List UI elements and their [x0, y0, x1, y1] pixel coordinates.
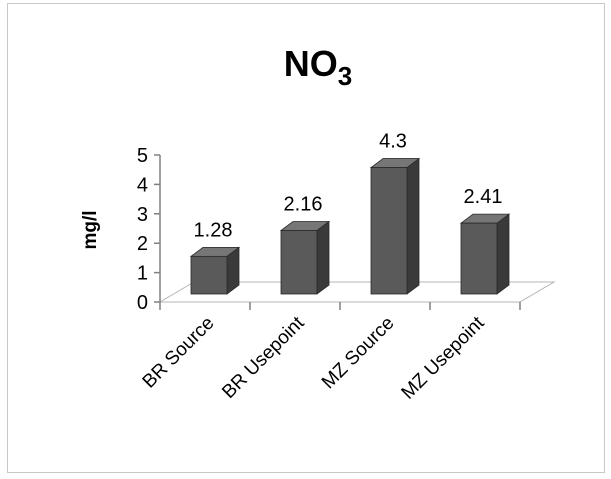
data-label: 2.16 [284, 193, 323, 215]
x-category-label: BR Source [139, 313, 219, 393]
data-label: 4.3 [379, 131, 407, 153]
x-category-label: MZ Usepoint [398, 312, 490, 404]
bar-side [496, 213, 510, 295]
y-tick-label: 1 [137, 263, 148, 285]
y-tick-label: 4 [137, 174, 148, 196]
chart-floor [158, 281, 556, 303]
y-tick-label: 5 [137, 145, 148, 167]
plot-area: 0 1 2 3 4 5 1.28 BR Source 2.16 BR Usepoint 4.3 MZ … [137, 131, 556, 404]
chart-title: NO3 [284, 43, 352, 91]
x-category-label: MZ Source [318, 313, 399, 394]
y-axis-label: mg/l [80, 210, 101, 249]
chart-title-subscript: 3 [338, 61, 352, 91]
bar [280, 230, 318, 295]
bar-side [316, 220, 330, 295]
data-label: 2.41 [464, 186, 503, 208]
x-category-label: BR Usepoint [218, 312, 309, 403]
y-tick-label: 0 [137, 292, 148, 314]
bar-side [406, 157, 420, 295]
bar [190, 255, 228, 295]
bar [370, 167, 408, 295]
y-tick-label: 3 [137, 204, 148, 226]
bar [460, 222, 498, 295]
data-label: 1.28 [194, 219, 233, 241]
y-tick-label: 2 [137, 233, 148, 255]
chart-title-main: NO [284, 43, 338, 84]
